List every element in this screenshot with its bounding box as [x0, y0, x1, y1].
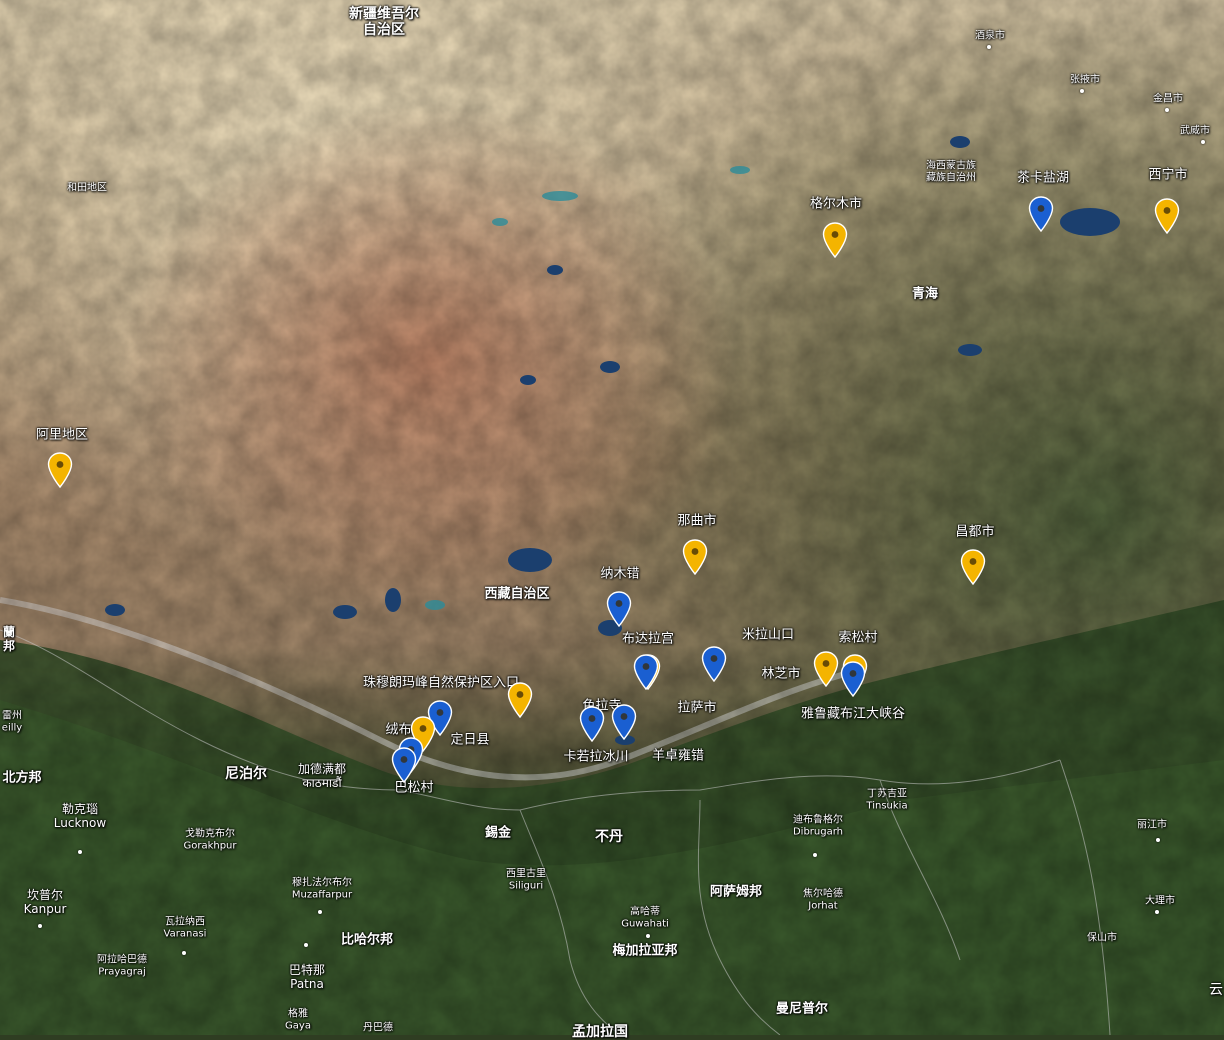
- city-dot: [318, 910, 322, 914]
- label-wuwei: 武威市: [1180, 125, 1210, 137]
- label-chaka: 茶卡盐湖: [1016, 170, 1070, 186]
- orange-map-marker-icon[interactable]: [1154, 198, 1180, 234]
- label-yaluzangbu: 雅鲁藏布江大峡谷: [800, 706, 906, 722]
- label-niboer: 尼泊尔: [225, 765, 267, 782]
- label-danba: 丹巴德: [363, 1022, 393, 1034]
- label-budala: 布达拉宫: [621, 631, 675, 647]
- city-dot: [78, 850, 82, 854]
- label-geya: 格雅 Gaya: [285, 1008, 311, 1032]
- label-xinjiang: 新疆维吾尔 自治区: [349, 5, 419, 38]
- label-jiademan: 加德满都 काठमाडौं: [297, 762, 347, 790]
- city-dot: [1155, 910, 1159, 914]
- city-dot: [182, 951, 186, 955]
- city-dot: [304, 943, 308, 947]
- orange-map-marker-icon[interactable]: [822, 222, 848, 258]
- label-budan: 不丹: [595, 828, 623, 845]
- label-xijin: 錫金: [484, 825, 512, 841]
- city-dot: [1156, 838, 1160, 842]
- blue-map-marker-icon[interactable]: [579, 706, 605, 742]
- orange-map-marker-icon[interactable]: [682, 539, 708, 575]
- label-kagela: 卡若拉冰川: [563, 749, 629, 765]
- label-yun: 云: [1209, 981, 1223, 998]
- label-milashan: 米拉山口: [741, 627, 795, 643]
- label-basong: 巴松村: [394, 780, 434, 796]
- label-apola: 阿拉哈巴德 Prayagraj: [97, 954, 147, 978]
- label-mengjia: 孟加拉国: [572, 1023, 628, 1040]
- label-lasa: 拉萨市: [677, 700, 717, 716]
- label-xizang: 西藏自治区: [484, 586, 550, 602]
- label-manipuer: 曼尼普尔: [775, 1001, 829, 1017]
- label-jinchang: 金昌市: [1153, 93, 1183, 105]
- orange-map-marker-icon[interactable]: [507, 682, 533, 718]
- label-mozhafa: 穆扎法尔布尔 Muzaffarpur: [291, 877, 353, 901]
- orange-map-marker-icon[interactable]: [960, 549, 986, 585]
- label-dingri: 定日县: [450, 732, 490, 748]
- label-geermu: 格尔木市: [809, 196, 863, 212]
- orange-map-marker-icon[interactable]: [813, 651, 839, 687]
- label-meijia: 梅加拉亚邦: [612, 943, 678, 959]
- label-jiuquan: 酒泉市: [975, 30, 1005, 42]
- label-lekenao: 勒克瑙 Lucknow: [53, 802, 107, 830]
- label-asamu: 阿萨姆邦: [709, 884, 763, 900]
- label-zhumulangma: 珠穆朗玛峰自然保护区入口: [362, 675, 520, 691]
- label-wala: 瓦拉纳西 Varanasi: [163, 916, 207, 940]
- label-namucuo: 纳木错: [600, 566, 640, 582]
- label-kanpuer: 坎普尔 Kanpur: [23, 888, 67, 916]
- label-xining: 西宁市: [1148, 167, 1188, 183]
- city-dot: [1201, 140, 1205, 144]
- label-yangzhuo: 羊卓雍错: [651, 748, 705, 764]
- label-changdu: 昌都市: [955, 524, 995, 540]
- label-dali: 大理市: [1145, 895, 1175, 907]
- city-dot: [1165, 108, 1169, 112]
- label-naqu: 那曲市: [677, 513, 717, 529]
- label-haixi: 海西蒙古族 藏族自治州: [926, 160, 976, 184]
- label-baoshan: 保山市: [1087, 932, 1117, 944]
- city-dot: [987, 45, 991, 49]
- label-beifang: 北方邦: [2, 770, 42, 786]
- blue-map-marker-icon[interactable]: [633, 654, 659, 690]
- blue-map-marker-icon[interactable]: [391, 747, 417, 783]
- label-jiaoerhade: 焦尔哈德 Jorhat: [803, 888, 843, 912]
- blue-map-marker-icon[interactable]: [606, 591, 632, 627]
- label-lanbi: 蘭 邦: [2, 625, 16, 653]
- label-lijiang: 丽江市: [1137, 819, 1167, 831]
- city-dot: [646, 934, 650, 938]
- label-geleke: 戈勒克布尔 Gorakhpur: [183, 828, 237, 852]
- label-xiligu: 西里古里 Siliguri: [506, 868, 546, 892]
- city-dot: [38, 924, 42, 928]
- label-diburu: 迪布鲁格尔 Dibrugarh: [792, 814, 844, 838]
- label-gaohati: 高哈蒂 Guwahati: [621, 906, 669, 930]
- blue-map-marker-icon[interactable]: [611, 704, 637, 740]
- label-linzhi: 林芝市: [761, 666, 801, 682]
- label-leizhou: 雷州 eilly: [1, 710, 23, 734]
- label-qinghai: 青海: [911, 286, 939, 302]
- blue-map-marker-icon[interactable]: [1028, 196, 1054, 232]
- city-dot: [813, 853, 817, 857]
- blue-map-marker-icon[interactable]: [701, 646, 727, 682]
- orange-map-marker-icon[interactable]: [47, 452, 73, 488]
- city-dot: [1080, 89, 1084, 93]
- label-dingsuji: 丁苏吉亚 Tinsukia: [866, 788, 908, 812]
- label-batena: 巴特那 Patna: [288, 963, 326, 991]
- label-ali: 阿里地区: [35, 427, 89, 443]
- label-hetian: 和田地区: [67, 182, 107, 194]
- blue-map-marker-icon[interactable]: [840, 661, 866, 697]
- label-zhangye: 张掖市: [1070, 74, 1100, 86]
- label-bihaer: 比哈尔邦: [340, 932, 394, 948]
- label-suosong: 索松村: [838, 630, 878, 646]
